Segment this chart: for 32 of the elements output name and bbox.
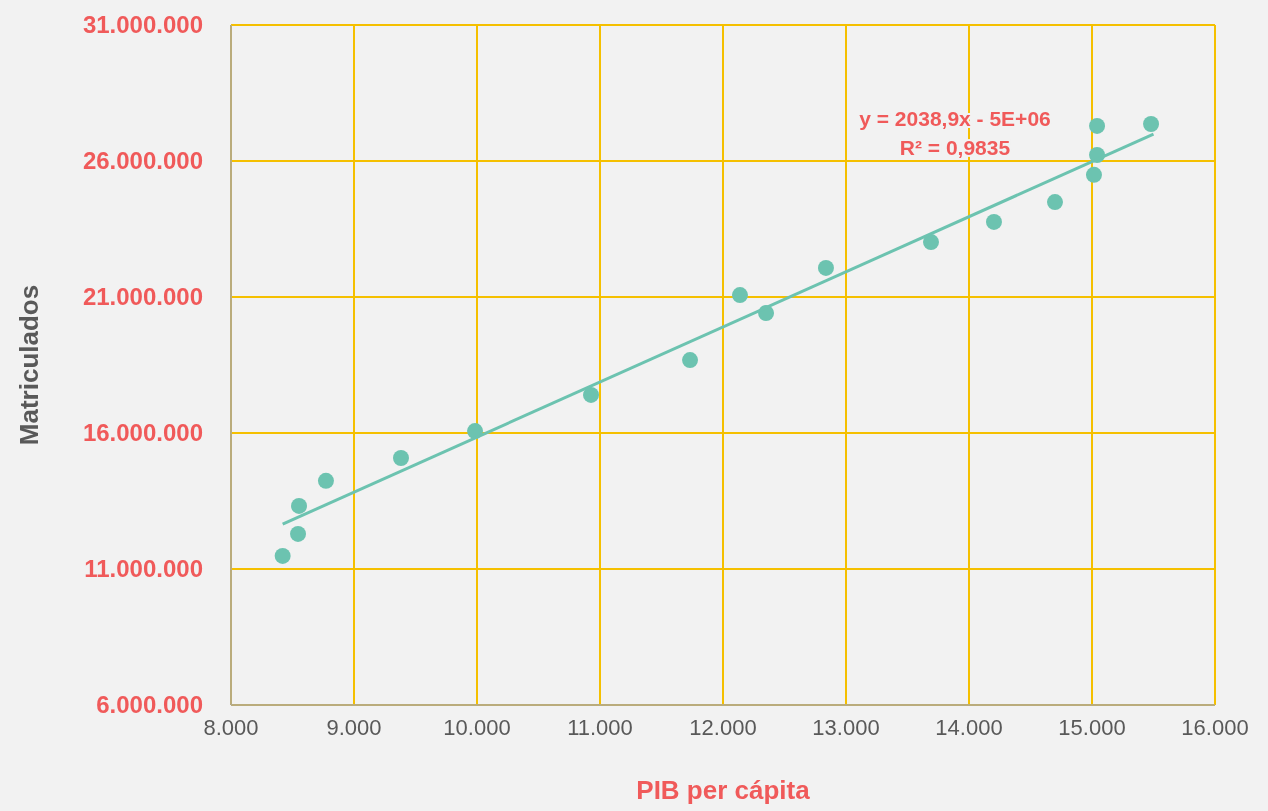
y-axis-title: Matriculados	[14, 284, 44, 446]
x-tick-label: 9.000	[326, 715, 382, 740]
point	[1046, 194, 1063, 211]
y-tick-label: 16.000.000	[82, 419, 203, 447]
y-tick-label: 6.000.000	[96, 691, 203, 719]
point	[922, 234, 939, 251]
point	[1085, 166, 1102, 183]
y-tick-label: 26.000.000	[82, 147, 203, 175]
x-tick-label: 13.000	[812, 715, 880, 740]
point	[817, 259, 834, 276]
y-tick-label: 21.000.000	[82, 283, 203, 311]
point	[290, 525, 307, 542]
point	[583, 386, 600, 403]
point	[317, 472, 334, 489]
point	[682, 352, 699, 369]
x-tick-label: 14.000	[935, 715, 1003, 740]
point	[291, 497, 308, 514]
x-axis-title: PIB per cápita	[636, 775, 811, 805]
point	[392, 450, 409, 467]
point	[1143, 116, 1160, 133]
point	[274, 547, 291, 564]
point	[1089, 117, 1106, 134]
point	[731, 287, 748, 304]
point	[985, 213, 1002, 230]
x-tick-label: 12.000	[689, 715, 757, 740]
y-tick-label: 31.000.000	[82, 11, 203, 39]
x-tick-label: 16.000	[1181, 715, 1249, 740]
x-tick-label: 10.000	[443, 715, 511, 740]
x-tick-label: 15.000	[1058, 715, 1126, 740]
x-tick-label: 8.000	[203, 715, 259, 740]
x-tick-label: 11.000	[567, 715, 633, 740]
y-tick-label: 11.000.000	[84, 555, 203, 583]
